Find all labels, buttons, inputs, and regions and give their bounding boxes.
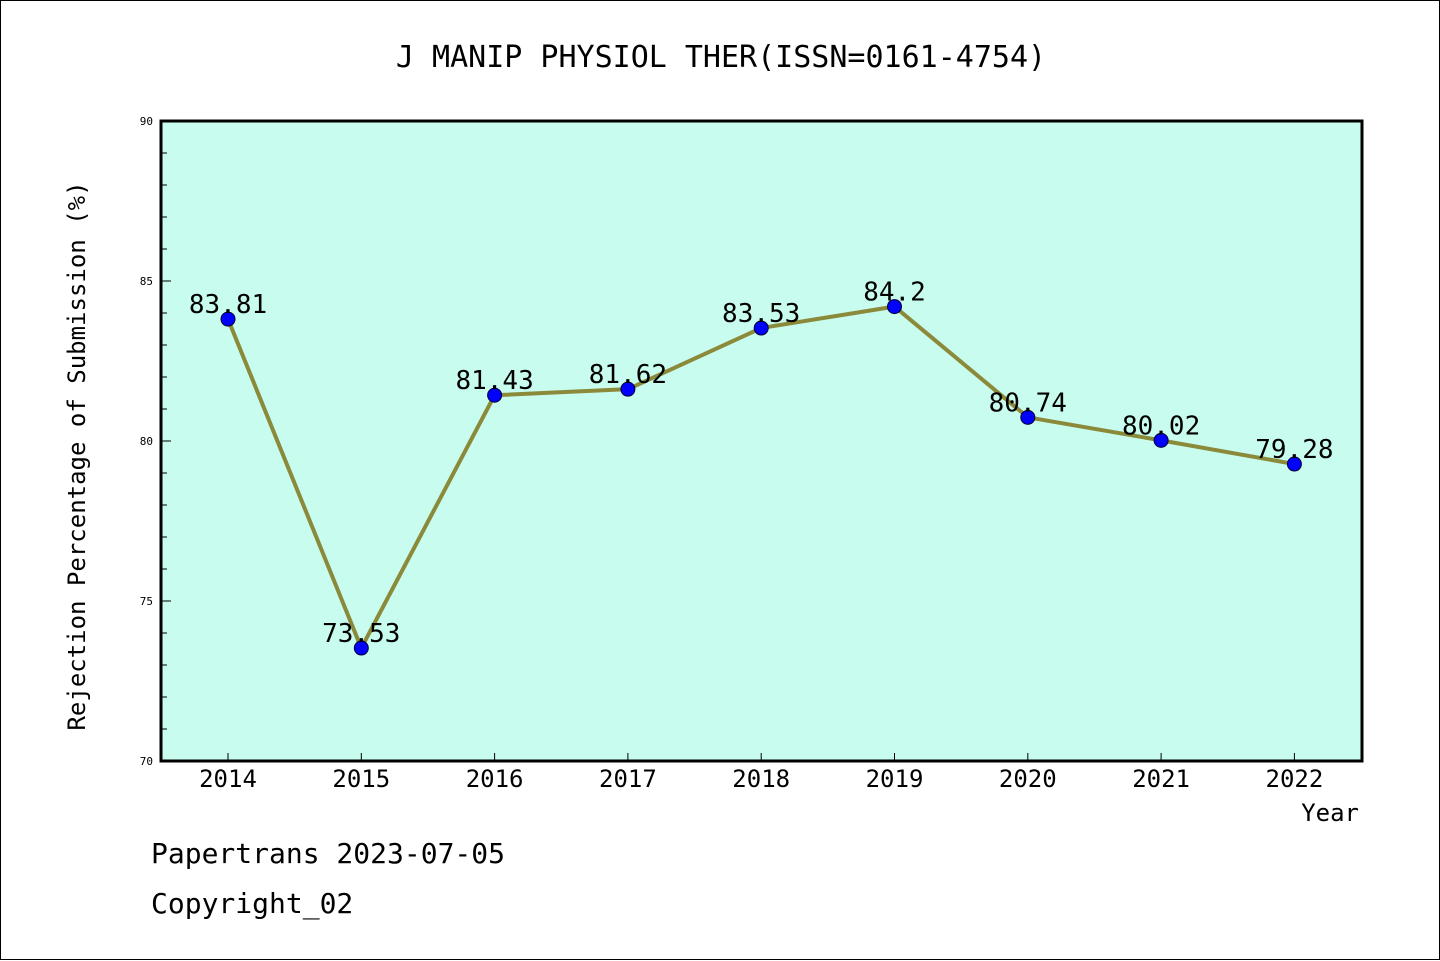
y-tick-label: 90: [140, 115, 153, 128]
y-tick-label: 80: [140, 435, 153, 448]
chart-title: J MANIP PHYSIOL THER(ISSN=0161-4754): [396, 40, 1046, 75]
data-point: [353, 640, 369, 656]
x-tick-label: 2017: [599, 765, 657, 793]
y-tick-label: 75: [140, 595, 153, 608]
x-tick-label: 2018: [732, 765, 790, 793]
y-axis-label: Rejection Percentage of Submission (%): [63, 181, 91, 730]
x-tick-label: 2019: [866, 765, 924, 793]
x-tick-label: 2021: [1132, 765, 1190, 793]
data-label: 83.81: [189, 290, 267, 320]
data-point: [620, 381, 636, 397]
data-label: 80.74: [989, 388, 1067, 418]
data-label: 80.02: [1122, 411, 1200, 441]
x-axis-label: Year: [1301, 799, 1359, 827]
data-point: [220, 311, 236, 327]
data-label: 81.62: [589, 360, 667, 390]
x-tick-label: 2022: [1266, 765, 1324, 793]
data-point: [1286, 456, 1302, 472]
x-tick-label: 2015: [332, 765, 390, 793]
data-point: [487, 387, 503, 403]
data-label: 83.53: [722, 299, 800, 329]
x-tick-label: 2020: [999, 765, 1057, 793]
data-point: [887, 299, 902, 315]
data-label: 79.28: [1255, 435, 1333, 465]
y-tick-label: 85: [140, 275, 153, 288]
data-point: [753, 320, 769, 336]
copyright-caption: Copyright_02: [151, 887, 354, 920]
y-tick-label: 70: [140, 755, 153, 768]
data-point: [1020, 409, 1036, 425]
data-label: 84.2: [863, 278, 926, 308]
series-layer: 83.81 73.53 81.43 81.62 83.53 84.2 80.74 80.02 7…: [189, 278, 1334, 656]
y-axis: 70 75 80 85 90: [140, 115, 171, 768]
data-point: [1153, 432, 1169, 448]
x-tick-label: 2016: [466, 765, 524, 793]
data-label: 73.53: [322, 619, 400, 649]
x-axis: 2014 2015 2016 2017 2018 2019 2020 2021 2022: [199, 753, 1323, 793]
data-label: 81.43: [455, 366, 533, 396]
source-caption: Papertrans 2023-07-05: [151, 837, 506, 870]
x-tick-label: 2014: [199, 765, 257, 793]
